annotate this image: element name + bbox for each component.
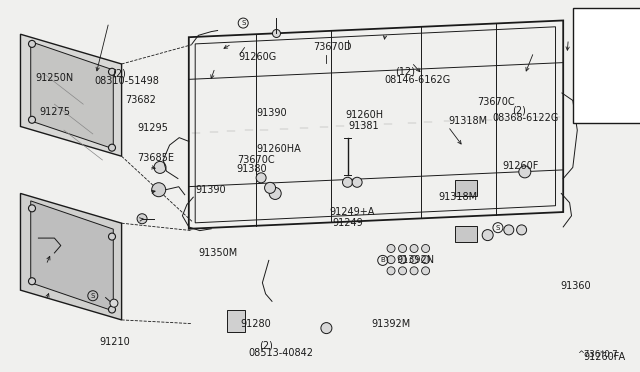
Text: 91280: 91280 bbox=[240, 319, 271, 328]
Circle shape bbox=[152, 183, 166, 197]
Text: 91295: 91295 bbox=[138, 124, 168, 133]
Text: 91249: 91249 bbox=[333, 218, 364, 228]
Circle shape bbox=[154, 161, 166, 173]
Circle shape bbox=[460, 183, 470, 193]
Circle shape bbox=[460, 230, 470, 239]
Text: 91390: 91390 bbox=[195, 185, 226, 195]
Text: 08146-6162G: 08146-6162G bbox=[384, 75, 451, 85]
Circle shape bbox=[598, 25, 622, 49]
Circle shape bbox=[399, 256, 406, 264]
Circle shape bbox=[321, 323, 332, 334]
Circle shape bbox=[482, 230, 493, 241]
Bar bbox=[454, 180, 477, 196]
Text: S: S bbox=[496, 225, 500, 231]
Text: 91381: 91381 bbox=[349, 122, 380, 131]
Circle shape bbox=[387, 267, 395, 275]
Bar bbox=[573, 8, 640, 123]
Text: 73670D: 73670D bbox=[314, 42, 352, 51]
Circle shape bbox=[422, 267, 429, 275]
Text: 08513-40842: 08513-40842 bbox=[248, 348, 314, 357]
Text: 91260F: 91260F bbox=[502, 161, 539, 170]
Text: 73685E: 73685E bbox=[138, 153, 175, 163]
Text: 91360: 91360 bbox=[560, 282, 591, 291]
Circle shape bbox=[399, 244, 406, 253]
Text: (12): (12) bbox=[396, 67, 415, 76]
Circle shape bbox=[110, 299, 118, 307]
Polygon shape bbox=[20, 193, 122, 320]
Text: 73682: 73682 bbox=[125, 96, 156, 105]
Text: 08310-51498: 08310-51498 bbox=[95, 76, 159, 86]
Circle shape bbox=[137, 214, 147, 224]
Text: 91260HA: 91260HA bbox=[256, 144, 301, 154]
Circle shape bbox=[410, 244, 418, 253]
Text: 91318M: 91318M bbox=[448, 116, 487, 126]
Text: 91260H: 91260H bbox=[346, 110, 384, 120]
Circle shape bbox=[109, 306, 115, 313]
Circle shape bbox=[342, 177, 353, 187]
Text: (2): (2) bbox=[259, 340, 273, 350]
Text: 91318M: 91318M bbox=[438, 192, 477, 202]
Circle shape bbox=[504, 225, 514, 235]
Circle shape bbox=[256, 173, 266, 183]
Circle shape bbox=[29, 205, 35, 212]
Circle shape bbox=[399, 267, 406, 275]
Circle shape bbox=[422, 244, 429, 253]
Text: 91249+A: 91249+A bbox=[330, 207, 375, 217]
Text: 91275: 91275 bbox=[40, 107, 70, 116]
Circle shape bbox=[29, 116, 35, 123]
Text: 91390: 91390 bbox=[256, 109, 287, 118]
Text: (2): (2) bbox=[512, 106, 526, 116]
Polygon shape bbox=[20, 34, 122, 156]
Bar bbox=[227, 310, 245, 331]
Text: 91392N: 91392N bbox=[397, 256, 435, 265]
Circle shape bbox=[109, 68, 115, 75]
Circle shape bbox=[516, 225, 527, 235]
Circle shape bbox=[410, 267, 418, 275]
Text: S: S bbox=[91, 293, 95, 299]
Text: 73670C: 73670C bbox=[477, 97, 515, 107]
Circle shape bbox=[264, 182, 276, 193]
Polygon shape bbox=[31, 201, 113, 311]
Text: ^736*0.7: ^736*0.7 bbox=[577, 350, 618, 359]
Text: 08368-6122G: 08368-6122G bbox=[493, 113, 559, 123]
Circle shape bbox=[109, 233, 115, 240]
Circle shape bbox=[273, 29, 280, 38]
Text: (2): (2) bbox=[112, 69, 126, 78]
Circle shape bbox=[604, 31, 616, 43]
Text: 91210: 91210 bbox=[99, 337, 130, 347]
Circle shape bbox=[269, 187, 281, 199]
Circle shape bbox=[29, 278, 35, 285]
Text: 91392M: 91392M bbox=[371, 319, 410, 328]
Circle shape bbox=[387, 244, 395, 253]
Text: 91250N: 91250N bbox=[35, 73, 74, 83]
Circle shape bbox=[387, 256, 395, 264]
Text: 91260G: 91260G bbox=[239, 52, 277, 61]
Circle shape bbox=[422, 256, 429, 264]
Text: 91380: 91380 bbox=[237, 164, 268, 174]
Text: 91350M: 91350M bbox=[198, 248, 237, 258]
Circle shape bbox=[29, 41, 35, 47]
Bar bbox=[454, 226, 477, 243]
Circle shape bbox=[109, 144, 115, 151]
Polygon shape bbox=[31, 42, 113, 149]
Circle shape bbox=[519, 166, 531, 178]
Text: S: S bbox=[241, 20, 245, 26]
Circle shape bbox=[410, 256, 418, 264]
Text: B: B bbox=[380, 257, 385, 263]
Circle shape bbox=[352, 177, 362, 187]
Text: 73670C: 73670C bbox=[237, 155, 275, 165]
Text: 91260FA: 91260FA bbox=[584, 352, 626, 362]
